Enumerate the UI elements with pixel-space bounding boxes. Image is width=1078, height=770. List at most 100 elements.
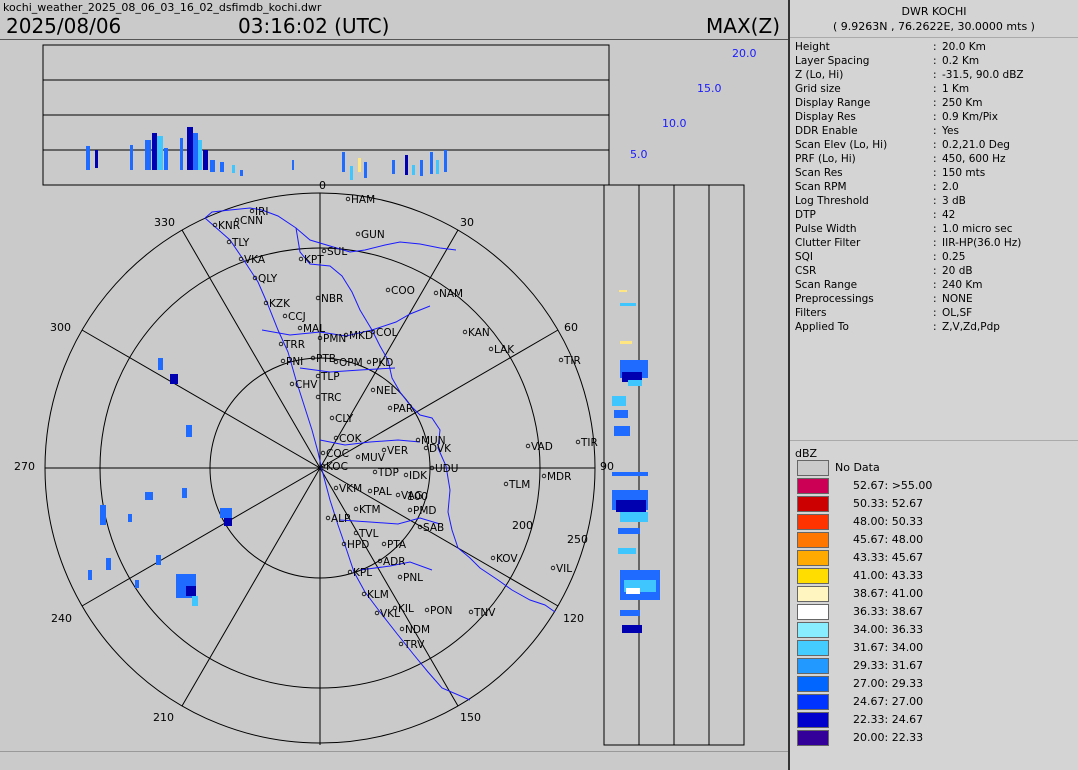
city-label: PMD <box>413 505 436 517</box>
param-key: Applied To <box>795 321 849 333</box>
echo-cell <box>618 528 640 534</box>
city-dot <box>433 290 439 296</box>
param-row: Clutter Filter: IIR-HP(36.0 Hz) <box>795 237 1075 251</box>
echo-cell <box>106 558 111 570</box>
param-colon: : <box>933 237 937 249</box>
echo-cell <box>412 165 415 175</box>
station-coords: ( 9.9263N , 76.2622E, 30.0000 mts ) <box>833 20 1035 33</box>
city-dot <box>353 506 359 512</box>
height-label-15: 15.0 <box>697 82 722 95</box>
echo-cell <box>392 160 395 174</box>
city-dot <box>488 346 494 352</box>
legend-label: 52.67: >55.00 <box>853 479 933 492</box>
legend-swatch <box>797 712 829 728</box>
city-dot <box>315 373 321 379</box>
city-label: TLP <box>320 371 340 383</box>
info-panel: DWR KOCHI ( 9.9263N , 76.2622E, 30.0000 … <box>790 0 1078 770</box>
bearing-90: 90 <box>600 460 614 473</box>
city-label: COC <box>326 448 349 460</box>
echo-cell <box>152 133 157 170</box>
param-value: 240 Km <box>942 279 983 291</box>
param-key: Scan Range <box>795 279 858 291</box>
info-divider <box>790 37 1078 38</box>
param-row: DTP:42 <box>795 209 1075 223</box>
param-key: Display Res <box>795 111 856 123</box>
legend-label: 29.33: 31.67 <box>853 659 924 672</box>
city-dot <box>377 558 383 564</box>
param-row: CSR:20 dB <box>795 265 1075 279</box>
param-key: SQI <box>795 251 814 263</box>
param-row: Preprocessings: NONE <box>795 293 1075 307</box>
param-value: 0.2 Km <box>942 55 980 67</box>
echo-cell <box>430 152 433 174</box>
param-value: 3 dB <box>942 195 966 207</box>
echo-cell <box>182 488 187 498</box>
legend-label: 48.00: 50.33 <box>853 515 924 528</box>
city-dot <box>381 447 387 453</box>
param-colon: : <box>933 83 937 95</box>
city-label: COO <box>391 285 415 297</box>
city-dot <box>490 555 496 561</box>
city-dot <box>298 256 304 262</box>
city-dot <box>320 463 326 469</box>
top-panel-echoes <box>86 127 447 180</box>
legend-row: 36.33: 38.67 <box>797 604 1077 620</box>
param-value: 1 Km <box>942 83 970 95</box>
city-dot <box>424 607 430 613</box>
product-name: MAX(Z) <box>706 14 780 38</box>
param-colon: : <box>933 153 937 165</box>
city-dot <box>397 574 403 580</box>
city-dot <box>315 394 321 400</box>
param-key: Scan RPM <box>795 181 847 193</box>
bearing-60: 60 <box>564 321 578 334</box>
param-key: Layer Spacing <box>795 55 870 67</box>
legend-row: 43.33: 45.67 <box>797 550 1077 566</box>
legend-row: 29.33: 31.67 <box>797 658 1077 674</box>
city-label: IDK <box>409 470 428 482</box>
city-label: PNL <box>403 572 423 584</box>
param-value: 0.9 Km/Pix <box>942 111 998 123</box>
param-key: Clutter Filter <box>795 237 861 249</box>
city-dot <box>385 287 391 293</box>
echo-cell <box>618 548 636 554</box>
param-value: 42 <box>942 209 956 221</box>
echo-cell <box>342 152 345 172</box>
city-dot <box>395 492 401 498</box>
city-dot <box>423 445 429 451</box>
bearing-240: 240 <box>51 612 72 625</box>
city-label: QLY <box>258 273 278 285</box>
param-key: Preprocessings <box>795 293 874 305</box>
city-label: VKM <box>339 483 362 495</box>
city-dot <box>289 381 295 387</box>
city-label: TDP <box>377 467 399 479</box>
legend-row: 50.33: 52.67 <box>797 496 1077 512</box>
city-label: NAM <box>439 288 463 300</box>
legend-label: 41.00: 43.33 <box>853 569 924 582</box>
param-row: Grid size:1 Km <box>795 83 1075 97</box>
city-dot <box>343 332 349 338</box>
param-row: Scan Range:240 Km <box>795 279 1075 293</box>
param-colon: : <box>933 55 937 67</box>
ppi-radar-plot[interactable]: 20.0 15.0 10.0 5.0 0 <box>0 0 790 770</box>
legend-swatch <box>797 640 829 656</box>
legend-swatch <box>797 676 829 692</box>
param-key: Z (Lo, Hi) <box>795 69 844 81</box>
legend-swatch <box>797 586 829 602</box>
city-dot <box>525 443 531 449</box>
city-dot <box>398 641 404 647</box>
echo-cell <box>157 136 163 170</box>
city-dot <box>297 325 303 331</box>
city-label: KOV <box>496 553 518 565</box>
param-row: PRF (Lo, Hi):450, 600 Hz <box>795 153 1075 167</box>
param-colon: : <box>933 195 937 207</box>
bearing-210: 210 <box>153 711 174 724</box>
legend-row: 41.00: 43.33 <box>797 568 1077 584</box>
echo-cell <box>292 160 294 170</box>
city-label: MUV <box>361 452 386 464</box>
echo-cell <box>612 396 626 406</box>
param-colon: : <box>933 251 937 263</box>
param-colon: : <box>933 41 937 53</box>
echo-cell <box>100 505 106 525</box>
param-key: DDR Enable <box>795 125 858 137</box>
city-dot <box>238 256 244 262</box>
